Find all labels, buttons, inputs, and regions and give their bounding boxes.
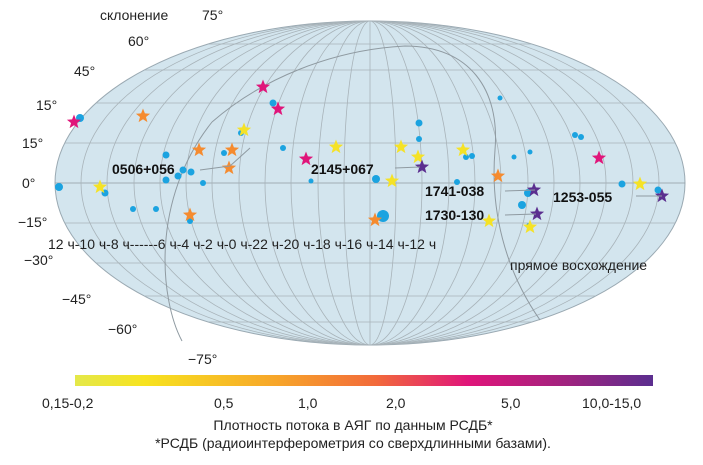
source-label-1730: 1730-130 [425, 207, 484, 223]
colorbar-tick-5: 10,0-15,0 [582, 395, 641, 411]
source-dot [518, 201, 526, 209]
source-star [632, 176, 648, 191]
source-dot [618, 180, 626, 188]
dec-label-minus75: −75° [188, 351, 217, 367]
source-dot [221, 150, 227, 156]
source-dot [469, 153, 475, 159]
dec-label-minus60: −60° [108, 321, 137, 337]
source-dot [372, 175, 380, 183]
source-star [414, 159, 430, 174]
dec-label-minus30: −30° [24, 252, 53, 268]
source-star [393, 139, 409, 154]
source-star [236, 122, 252, 137]
source-dot [200, 180, 206, 186]
source-dot [162, 176, 170, 184]
source-dot [463, 154, 469, 160]
source-star [455, 142, 471, 157]
colorbar-tick-2: 1,0 [298, 395, 318, 411]
source-dot [527, 149, 533, 155]
source-label-0506: 0506+056 [112, 161, 175, 177]
ra-axis-title: прямое восхождение [510, 257, 647, 273]
source-label-1253: 1253-055 [553, 189, 612, 205]
source-dot [308, 178, 314, 184]
colorbar-tick-1: 0,5 [214, 395, 234, 411]
source-label-1741: 1741-038 [425, 183, 484, 199]
ra-axis-labels: 12 ч-10 ч-8 ч------6 ч-4 ч-2 ч-0 ч-22 ч-… [48, 236, 436, 252]
source-star [367, 212, 383, 227]
source-star [221, 160, 237, 175]
source-stars [66, 79, 670, 234]
source-star [522, 219, 538, 234]
source-dot [162, 151, 170, 159]
colorbar-tick-3: 2,0 [386, 395, 406, 411]
source-dot [55, 183, 63, 191]
dec-label-minus15: −15° [18, 214, 47, 230]
galactic-plane-curve [164, 45, 541, 342]
source-star [298, 151, 314, 166]
dec-label-75: 75° [202, 7, 223, 23]
source-star [92, 179, 108, 194]
source-star [526, 182, 542, 197]
source-dot [578, 134, 584, 140]
dec-axis-title: склонение [100, 7, 168, 23]
source-star [224, 142, 240, 157]
dec-label-60: 60° [128, 33, 149, 49]
source-star [591, 150, 607, 165]
source-star [410, 149, 426, 164]
caption-vlbi: *РСДБ (радиоинтерферометрия со сверхдлин… [155, 435, 551, 451]
dec-label-45: 45° [74, 63, 95, 79]
label-leaders [199, 147, 662, 216]
source-star [182, 207, 198, 222]
source-star [529, 206, 545, 221]
source-star [191, 142, 207, 157]
dec-label-minus45: −45° [62, 291, 91, 307]
source-dot [179, 166, 187, 174]
colorbar-tick-0: 0,15-0,2 [42, 395, 94, 411]
dec-label-15: 15° [22, 135, 43, 151]
source-dot [269, 99, 277, 107]
dec-label-30: 15° [36, 97, 57, 113]
source-dot [497, 95, 503, 101]
source-dot [454, 179, 460, 185]
source-star [66, 114, 82, 129]
source-star [490, 168, 506, 183]
graticule [55, 21, 685, 345]
source-star [255, 79, 271, 94]
source-label-2145: 2145+067 [311, 161, 374, 177]
source-dot [511, 154, 517, 160]
source-dot [174, 172, 182, 180]
flux-colorbar [75, 375, 653, 386]
source-star [270, 101, 286, 116]
source-dot [572, 132, 578, 138]
caption-flux: Плотность потока в АЯГ по данным РСДБ* [213, 417, 493, 433]
source-star [654, 188, 670, 203]
source-dot [280, 145, 286, 151]
dec-label-0: 0° [22, 175, 35, 191]
source-star [481, 213, 497, 228]
source-dot [130, 206, 136, 212]
source-dot [654, 186, 662, 194]
source-dot [187, 218, 193, 224]
colorbar-tick-4: 5,0 [501, 395, 521, 411]
source-dot [416, 136, 422, 142]
source-dot [153, 206, 159, 212]
source-star [328, 139, 344, 154]
source-star [384, 173, 400, 188]
source-dot [187, 168, 195, 176]
source-star [135, 108, 151, 123]
source-dot [415, 119, 423, 127]
